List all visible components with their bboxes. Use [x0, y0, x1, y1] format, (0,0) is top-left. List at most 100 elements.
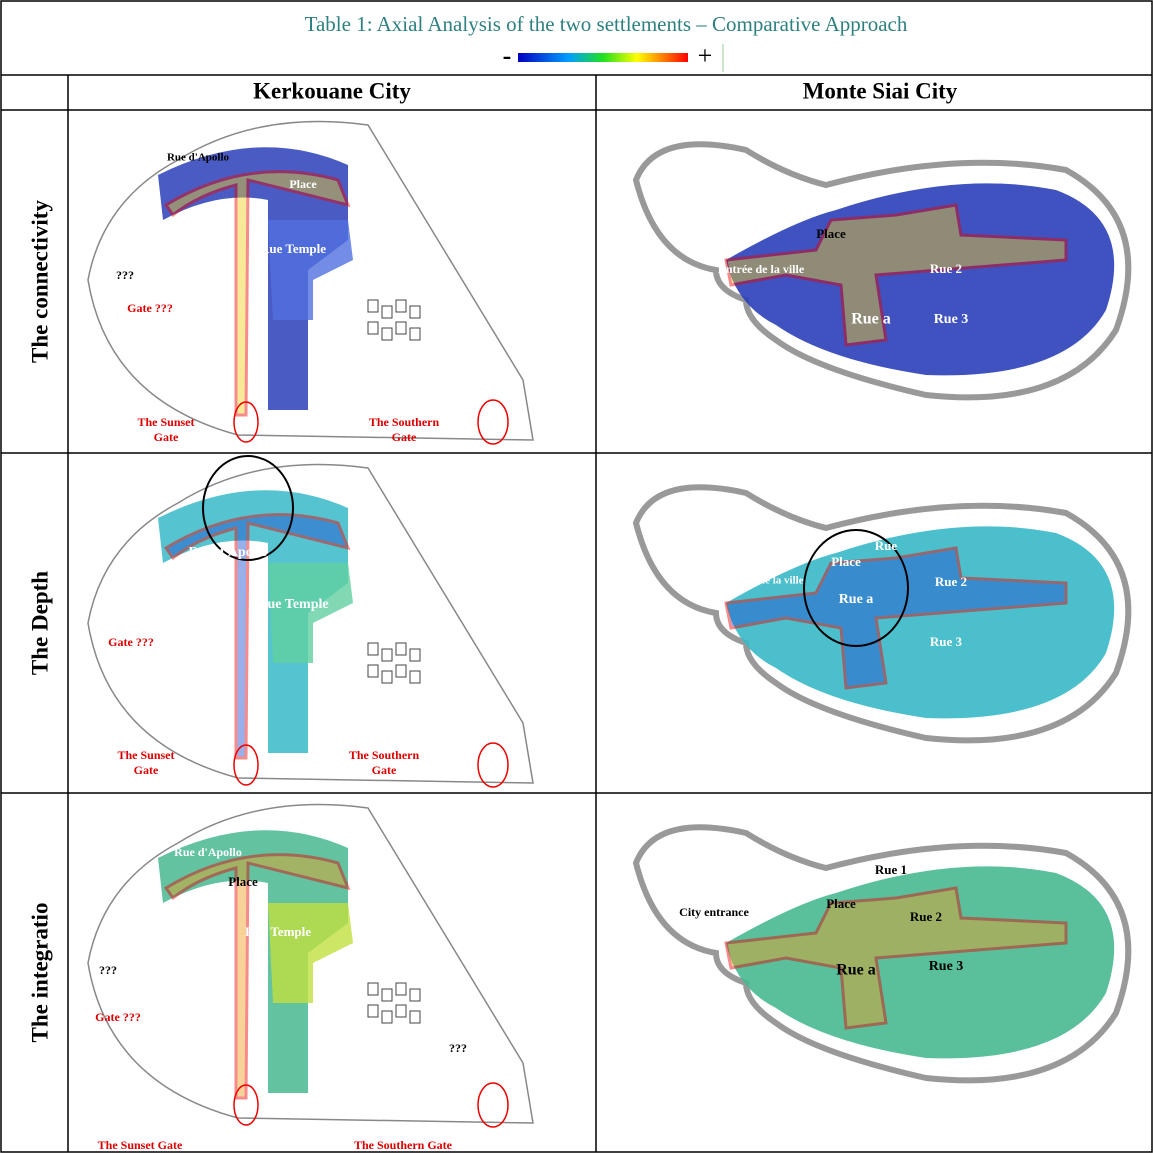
gate-marker — [233, 744, 259, 786]
building — [381, 305, 393, 319]
building — [409, 670, 421, 684]
map-label: Place — [826, 896, 856, 911]
map-label: Rue a — [836, 962, 876, 979]
building — [367, 1004, 379, 1018]
axis-highlight — [724, 203, 1068, 347]
map-label: Rue 3 — [930, 634, 963, 649]
column-header: Kerkouane City — [253, 78, 411, 103]
map-label: ??? — [99, 963, 117, 977]
city-block — [158, 490, 348, 753]
map-label: Entrée de la ville — [718, 262, 805, 276]
map-label: Gate — [392, 430, 417, 444]
map-label: Rue 2 — [935, 574, 967, 589]
map-label: Place — [816, 226, 846, 241]
monte-siai-map: Place Entrée de la ville Rue 2 Rue a Rue 3 — [632, 141, 1132, 401]
city-block — [726, 183, 1115, 376]
building — [395, 1004, 407, 1018]
building — [367, 982, 379, 996]
building — [409, 988, 421, 1002]
map-label: Rue 3 — [929, 959, 964, 974]
gate-marker — [477, 1082, 509, 1128]
map-label: The Sunset Gate — [98, 1138, 183, 1152]
axis-highlight — [163, 853, 351, 1100]
table-title: Table 1: Axial Analysis of the two settl… — [305, 12, 908, 36]
building — [395, 321, 407, 335]
axis-highlight — [163, 513, 351, 760]
map-label: Gate ??? — [95, 1010, 141, 1024]
site-outline — [632, 484, 1132, 744]
site-outline — [87, 120, 534, 441]
city-block — [268, 563, 353, 663]
building — [367, 664, 379, 678]
focus-circle — [202, 455, 294, 561]
city-block — [268, 220, 353, 320]
map-label: Gate — [372, 763, 397, 777]
map-label: Rue a — [839, 592, 874, 607]
map-label: ??? — [449, 1041, 467, 1055]
map-label: City entrance — [679, 905, 749, 919]
building — [367, 299, 379, 313]
row-label: The Depth — [27, 571, 52, 675]
building — [367, 642, 379, 656]
kerkouane-map: Rue d'Apollo Place Rue Temple??? Gate ?????… — [87, 803, 534, 1152]
map-label: The Sunset — [137, 415, 194, 429]
gate-marker — [233, 401, 259, 443]
legend-gradient — [518, 53, 688, 62]
city-block — [268, 903, 353, 1003]
site-outline — [632, 824, 1132, 1084]
city-block — [158, 147, 348, 410]
axis-highlight — [724, 886, 1068, 1030]
building — [409, 327, 421, 341]
building — [395, 664, 407, 678]
map-label: ??? — [116, 268, 134, 282]
map-label: Rue Temple — [245, 924, 311, 939]
focus-circle — [803, 529, 909, 647]
map-label: Entrée de la ville — [724, 575, 803, 587]
map-label: Rue d'Apollo — [167, 152, 230, 164]
gate-marker — [477, 399, 509, 445]
city-block — [726, 526, 1115, 719]
legend-low: - — [503, 41, 512, 70]
map-label: Gate — [154, 430, 179, 444]
map-label: Rue d'Apollo — [189, 545, 268, 560]
map-label: Gate ??? — [108, 635, 154, 649]
building — [381, 1010, 393, 1024]
row-label: The integratio — [27, 903, 52, 1043]
building — [367, 321, 379, 335]
kerkouane-map: Rue d'Apollo Place Rue Temple??? Gate ??? Th… — [87, 120, 534, 445]
map-label: Rue Temple — [257, 597, 328, 612]
building — [381, 327, 393, 341]
map-label: Rue 3 — [934, 312, 969, 327]
map-label: Gate ??? — [127, 301, 173, 315]
city-block — [726, 866, 1115, 1059]
map-label: Rue 1 — [875, 862, 907, 877]
map-label: The Southern — [369, 415, 440, 429]
monte-siai-map: Place Rue Entrée de la ville Rue 2 Rue a Rue … — [632, 484, 1132, 744]
site-outline — [632, 141, 1132, 401]
building — [381, 988, 393, 1002]
map-label: The Sunset — [117, 748, 174, 762]
map-label: Rue Temple — [260, 241, 326, 256]
building — [409, 648, 421, 662]
map-label: Place — [831, 554, 861, 569]
map-label: Rue 2 — [930, 261, 962, 276]
kerkouane-map: Rue d'Apollo Rue Temple Gate ??? The Sunset… — [87, 455, 534, 788]
building — [409, 305, 421, 319]
column-header: Monte Siai City — [803, 78, 958, 103]
site-outline — [87, 463, 534, 784]
map-label: The Southern — [349, 748, 420, 762]
legend-high: + — [698, 41, 713, 70]
map-label: The Southern Gate — [354, 1138, 453, 1152]
building — [381, 670, 393, 684]
building — [409, 1010, 421, 1024]
site-outline — [87, 803, 534, 1124]
building — [395, 982, 407, 996]
map-label: Place — [289, 177, 317, 191]
city-block — [158, 830, 348, 1093]
map-label: Rue — [875, 538, 898, 553]
map-label: Place — [228, 874, 258, 889]
building — [381, 648, 393, 662]
gate-marker — [233, 1084, 259, 1126]
axis-highlight — [163, 170, 351, 417]
